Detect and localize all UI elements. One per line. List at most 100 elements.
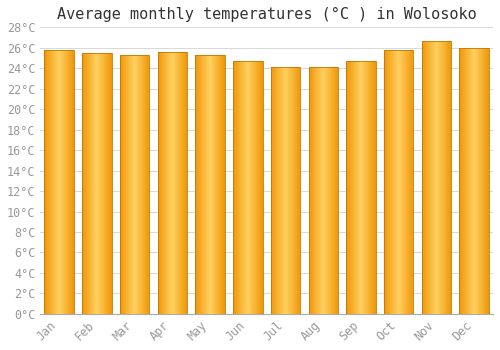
Bar [73,50,74,314]
Bar [220,55,221,314]
Bar [353,61,354,314]
Bar [404,50,406,314]
Bar [56,50,57,314]
Bar [298,67,299,314]
Bar [314,67,315,314]
Bar [352,61,353,314]
Bar [271,67,300,314]
Bar [63,50,64,314]
Bar [460,48,489,314]
Bar [438,41,440,314]
Bar [147,55,148,314]
Bar [408,50,409,314]
Bar [158,52,187,314]
Bar [400,50,401,314]
Bar [219,55,220,314]
Bar [272,67,273,314]
Bar [396,50,398,314]
Bar [412,50,414,314]
Bar [313,67,314,314]
Bar [321,67,322,314]
Bar [468,48,469,314]
Bar [258,61,259,314]
Bar [132,55,133,314]
Bar [423,41,424,314]
Bar [281,67,282,314]
Bar [386,50,387,314]
Bar [185,52,186,314]
Bar [241,61,242,314]
Bar [196,55,225,314]
Bar [145,55,146,314]
Bar [442,41,443,314]
Bar [360,61,361,314]
Bar [374,61,375,314]
Bar [246,61,247,314]
Bar [122,55,123,314]
Bar [131,55,132,314]
Bar [158,52,159,314]
Bar [239,61,240,314]
Bar [90,53,91,314]
Bar [289,67,290,314]
Bar [102,53,103,314]
Bar [52,50,54,314]
Bar [446,41,447,314]
Bar [174,52,176,314]
Bar [271,67,272,314]
Bar [375,61,376,314]
Bar [426,41,427,314]
Bar [366,61,367,314]
Bar [435,41,436,314]
Bar [237,61,238,314]
Bar [388,50,389,314]
Bar [255,61,256,314]
Bar [141,55,142,314]
Bar [103,53,104,314]
Bar [65,50,66,314]
Bar [51,50,52,314]
Bar [120,55,150,314]
Bar [403,50,404,314]
Bar [199,55,200,314]
Bar [389,50,390,314]
Bar [278,67,279,314]
Bar [251,61,252,314]
Bar [136,55,137,314]
Bar [197,55,198,314]
Bar [440,41,441,314]
Bar [369,61,370,314]
Bar [72,50,73,314]
Bar [364,61,366,314]
Bar [97,53,98,314]
Bar [111,53,112,314]
Bar [245,61,246,314]
Bar [70,50,71,314]
Bar [287,67,288,314]
Bar [330,67,332,314]
Bar [216,55,218,314]
Bar [348,61,349,314]
Bar [290,67,292,314]
Bar [434,41,435,314]
Bar [50,50,51,314]
Bar [315,67,316,314]
Bar [328,67,329,314]
Bar [176,52,177,314]
Bar [411,50,412,314]
Bar [221,55,222,314]
Bar [368,61,369,314]
Bar [373,61,374,314]
Bar [398,50,400,314]
Bar [370,61,372,314]
Bar [294,67,295,314]
Bar [214,55,215,314]
Bar [123,55,124,314]
Bar [384,50,414,314]
Bar [68,50,70,314]
Bar [85,53,86,314]
Bar [233,61,234,314]
Bar [46,50,48,314]
Bar [182,52,184,314]
Bar [134,55,136,314]
